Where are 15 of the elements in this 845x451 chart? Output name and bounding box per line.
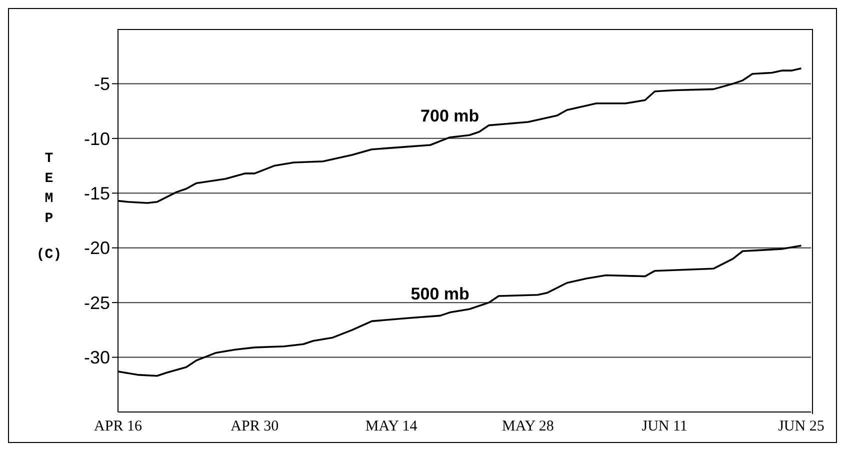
y-tick-label: -30 [84,348,110,368]
x-tick-label: APR 16 [94,418,142,435]
y-tick-label: -20 [84,238,110,258]
series-label: 700 mb [420,106,480,126]
x-tick-label: MAY 28 [502,418,554,435]
y-tick-label: -5 [94,74,110,94]
text: TEMP (C) [36,151,62,263]
y-tick-label: -15 [84,184,110,204]
x-tick-label: APR 30 [230,418,279,435]
y-tick-label: -10 [84,128,110,149]
x-tick-label: JUN 11 [642,418,688,435]
y-tick-label: -25 [84,292,110,313]
x-tick-label: MAY 14 [365,418,418,435]
series-label: 500 mb [410,284,470,304]
x-tick-label: JUN 25 [778,418,824,435]
